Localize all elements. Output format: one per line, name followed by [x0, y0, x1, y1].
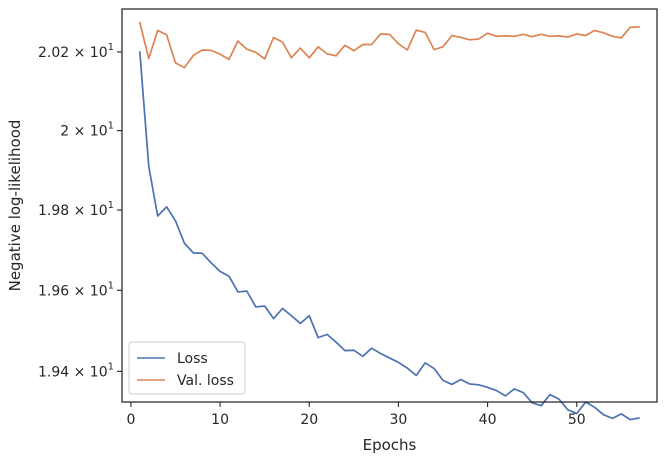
y-tick-label: 1.98 × 101 — [38, 200, 114, 219]
axis-ticks: 0 10 20 30 40 50 1.94 × 101 1.96 × 101 1.98 × 10… — [38, 42, 586, 428]
x-tick-label: 0 — [126, 412, 135, 428]
legend-label-loss: Loss — [177, 351, 208, 367]
series-line-val-loss — [138, 21, 641, 69]
x-tick-label: 40 — [479, 412, 497, 428]
legend: Loss Val. loss — [128, 341, 246, 395]
legend-box — [128, 341, 246, 395]
x-tick-label: 20 — [300, 412, 318, 428]
x-tick-label: 10 — [211, 412, 229, 428]
y-tick-label: 2 × 101 — [60, 121, 114, 140]
x-tick-label: 30 — [390, 412, 408, 428]
series-lines — [138, 21, 641, 421]
plot-frame — [121, 8, 658, 403]
series-line-loss — [138, 51, 641, 421]
x-axis-label: Epochs — [363, 436, 417, 454]
y-axis-label: Negative log-likelihood — [6, 120, 24, 292]
y-tick-label: 2.02 × 101 — [38, 42, 114, 61]
x-tick-label: 50 — [568, 412, 586, 428]
legend-label-val-loss: Val. loss — [177, 373, 234, 389]
y-tick-label: 1.94 × 101 — [38, 361, 114, 380]
y-tick-label: 1.96 × 101 — [38, 280, 114, 299]
